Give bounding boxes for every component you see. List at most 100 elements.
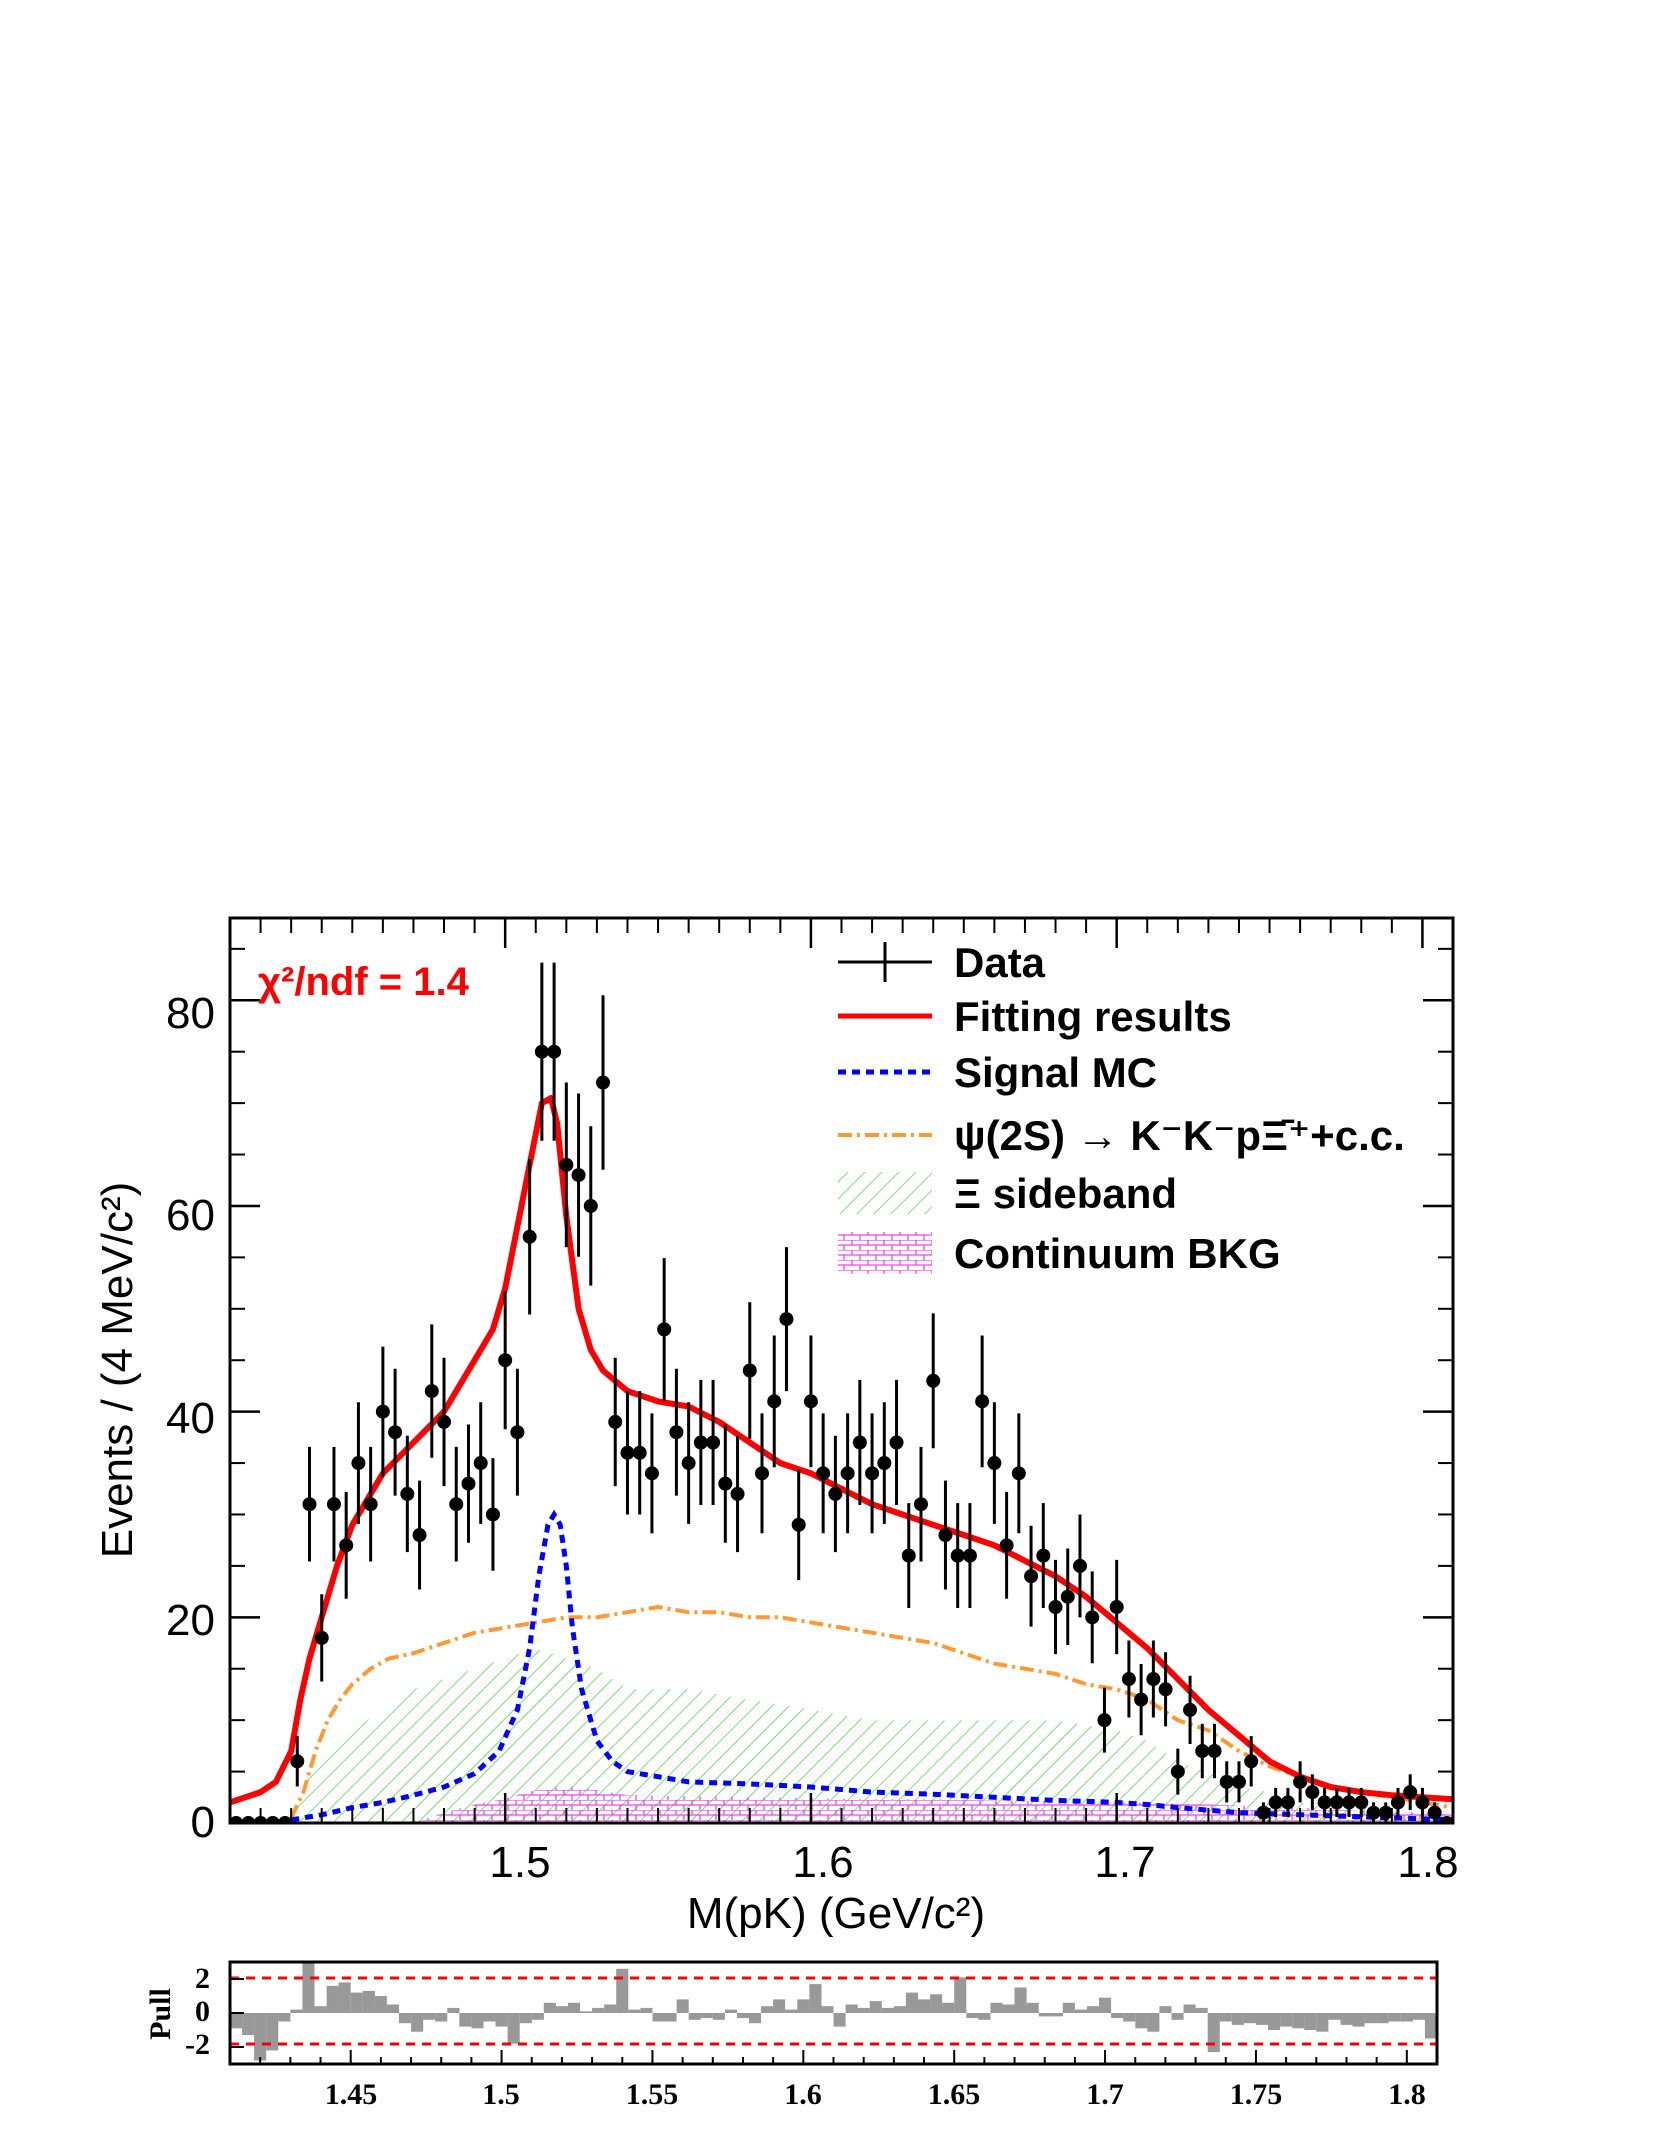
pull-bar bbox=[362, 1990, 375, 2013]
pull-bar bbox=[242, 2013, 255, 2036]
data-point bbox=[1403, 1785, 1418, 1800]
pull-bar bbox=[809, 1984, 822, 2013]
pull-bar bbox=[1207, 2013, 1220, 2053]
data-point bbox=[437, 1414, 452, 1429]
fit-curve bbox=[230, 1095, 1453, 1806]
x-tick-label: 1.8 bbox=[1397, 1838, 1458, 1887]
data-point bbox=[400, 1486, 415, 1501]
chi2-annotation: χ²/ndf = 1.4 bbox=[258, 960, 470, 1004]
data-point bbox=[583, 1198, 598, 1213]
y-tick-label: 40 bbox=[166, 1394, 215, 1443]
pull-bar bbox=[942, 2002, 955, 2013]
pull-ticks bbox=[229, 1978, 1438, 2064]
data-point bbox=[1195, 1744, 1210, 1759]
pull-bar bbox=[1376, 2013, 1389, 2024]
pull-bar bbox=[724, 2009, 737, 2013]
data-point bbox=[1378, 1805, 1393, 1820]
continuum-area bbox=[291, 1786, 1453, 1823]
data-point bbox=[608, 1414, 623, 1429]
data-point bbox=[730, 1486, 745, 1501]
data-point bbox=[681, 1456, 696, 1471]
pull-bars bbox=[230, 1962, 1437, 2061]
data-point bbox=[278, 1816, 293, 1823]
data-point bbox=[718, 1476, 733, 1491]
pull-bar bbox=[905, 1992, 918, 2013]
pull-bar bbox=[411, 2013, 424, 2032]
data-point bbox=[1183, 1702, 1198, 1717]
data-point bbox=[1158, 1682, 1173, 1697]
data-point bbox=[803, 1394, 818, 1409]
pull-bar bbox=[1195, 2007, 1208, 2013]
pull-bar bbox=[881, 2007, 894, 2013]
data-point bbox=[326, 1497, 341, 1512]
pull-bar bbox=[568, 2002, 581, 2013]
pull-x-tick-label: 1.45 bbox=[325, 2078, 378, 2111]
data-point bbox=[693, 1435, 708, 1450]
data-point bbox=[1439, 1816, 1453, 1823]
legend-label-data: Data bbox=[954, 939, 1046, 986]
pull-y-tick-label: -2 bbox=[185, 2028, 210, 2061]
data-point bbox=[461, 1476, 476, 1491]
data-point bbox=[1354, 1795, 1369, 1810]
pull-bar bbox=[1316, 2013, 1329, 2032]
data-layer bbox=[230, 962, 1453, 1823]
data-point bbox=[449, 1497, 464, 1512]
data-point bbox=[1342, 1795, 1357, 1810]
plot-frame bbox=[228, 916, 1455, 1825]
pull-bar bbox=[1087, 2006, 1100, 2013]
data-point bbox=[241, 1816, 256, 1823]
data-point bbox=[999, 1538, 1014, 1553]
pull-bar bbox=[350, 1992, 363, 2013]
data-point bbox=[1060, 1589, 1075, 1604]
pull-bar bbox=[845, 2004, 858, 2013]
pull-bar bbox=[869, 2001, 882, 2013]
pull-bar bbox=[821, 2006, 834, 2013]
pull-bar bbox=[1171, 2013, 1184, 2020]
pull-x-tick-label: 1.8 bbox=[1388, 2078, 1426, 2111]
main-ticks bbox=[229, 918, 1454, 1825]
pull-bar bbox=[266, 2013, 279, 2051]
psi-background-curve bbox=[289, 1604, 1453, 1819]
data-point bbox=[1048, 1600, 1063, 1615]
pull-bar bbox=[338, 1982, 351, 2013]
pull-bar bbox=[1074, 2009, 1087, 2013]
pull-bar bbox=[893, 2006, 906, 2013]
data-point bbox=[1244, 1754, 1259, 1769]
data-point bbox=[742, 1363, 757, 1378]
data-point bbox=[852, 1435, 867, 1450]
pull-bar bbox=[1026, 2002, 1039, 2013]
pull-plot: 2 0 -2 1.45 1.5 1.55 1.6 1.65 1.7 1.75 1… bbox=[144, 1960, 1439, 2111]
data-point bbox=[547, 1044, 562, 1059]
pull-bar bbox=[386, 2004, 399, 2013]
pull-bar bbox=[833, 2013, 846, 2027]
data-point bbox=[1256, 1805, 1271, 1820]
pull-bar bbox=[399, 2013, 412, 2024]
data-point bbox=[620, 1445, 635, 1460]
pull-bar bbox=[374, 1996, 387, 2013]
data-point bbox=[1170, 1764, 1185, 1779]
pull-bar bbox=[290, 2009, 303, 2013]
pull-bar bbox=[604, 2004, 617, 2013]
data-point bbox=[498, 1353, 513, 1368]
pull-x-tick-label: 1.5 bbox=[482, 2078, 520, 2111]
legend-label-signal: Signal MC bbox=[954, 1049, 1157, 1096]
data-point bbox=[1268, 1795, 1283, 1810]
data-point bbox=[1219, 1774, 1234, 1789]
data-point bbox=[1293, 1774, 1308, 1789]
pull-bar bbox=[1099, 1997, 1112, 2013]
pull-bar bbox=[1304, 2013, 1317, 2030]
pull-bar bbox=[688, 2013, 701, 2020]
data-point bbox=[1121, 1672, 1136, 1687]
pull-bar bbox=[1412, 2013, 1425, 2020]
pull-bar bbox=[1243, 2013, 1256, 2024]
pull-bar bbox=[1014, 1987, 1027, 2013]
data-point bbox=[779, 1312, 794, 1327]
data-point bbox=[828, 1486, 843, 1501]
legend-data-swatch bbox=[838, 942, 932, 982]
pull-bar bbox=[1364, 2013, 1377, 2024]
pull-bar bbox=[1424, 2013, 1437, 2039]
data-point bbox=[485, 1507, 500, 1522]
data-point bbox=[1305, 1785, 1320, 1800]
legend-label-fit: Fitting results bbox=[954, 993, 1232, 1040]
plot-area bbox=[230, 962, 1453, 1823]
